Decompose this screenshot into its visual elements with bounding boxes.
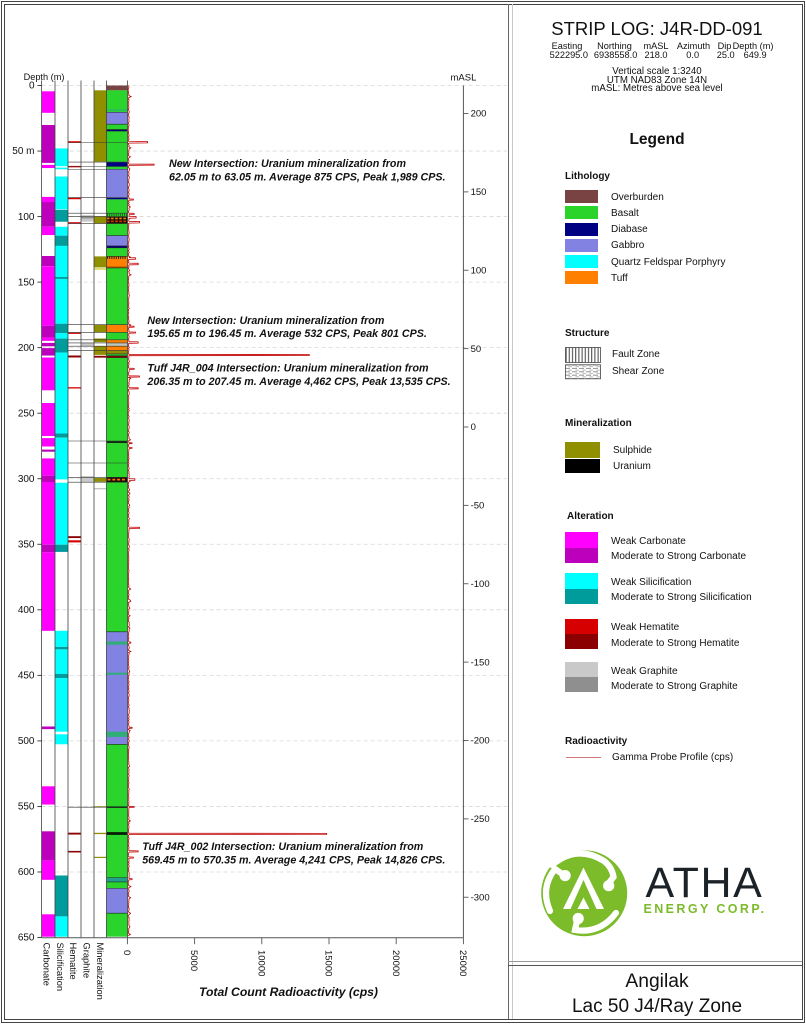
svg-text:500: 500 [18,736,35,747]
svg-text:550: 550 [18,802,35,813]
svg-text:400: 400 [18,605,35,616]
svg-text:0: 0 [121,950,132,955]
svg-text:Silicification: Silicification [55,943,65,992]
svg-text:62.05 m to 63.05 m. Average 87: 62.05 m to 63.05 m. Average 875 CPS, Pea… [169,172,445,184]
svg-text:-300: -300 [471,893,490,904]
svg-text:600: 600 [18,867,35,878]
svg-text:650: 650 [18,933,35,944]
svg-text:250: 250 [18,408,35,419]
svg-text:Graphite: Graphite [82,943,92,979]
svg-text:50 m: 50 m [12,146,34,157]
svg-text:-100: -100 [471,579,490,590]
svg-text:195.65 m to 196.45 m. Average: 195.65 m to 196.45 m. Average 532 CPS, P… [147,328,426,340]
svg-text:100: 100 [471,265,487,276]
svg-text:300: 300 [18,474,35,485]
svg-text:10000: 10000 [255,950,266,976]
svg-text:350: 350 [18,540,35,551]
svg-text:-250: -250 [471,814,490,825]
svg-text:200: 200 [18,343,35,354]
svg-text:100: 100 [18,212,35,223]
svg-text:New Intersection: Uranium mine: New Intersection: Uranium mineralization… [147,315,384,327]
svg-text:450: 450 [18,671,35,682]
svg-text:Tuff J4R_002 Intersection: Ura: Tuff J4R_002 Intersection: Uranium miner… [142,841,424,853]
svg-text:mASL: mASL [451,72,477,83]
svg-text:206.35 m to 207.45 m. Average: 206.35 m to 207.45 m. Average 4,462 CPS,… [146,376,450,388]
svg-text:25000: 25000 [457,950,468,976]
svg-text:Tuff J4R_004 Intersection: Ura: Tuff J4R_004 Intersection: Uranium miner… [147,363,429,375]
svg-text:-200: -200 [471,736,490,747]
svg-text:Total Count Radioactivity (cps: Total Count Radioactivity (cps) [199,985,378,999]
svg-text:569.45 m to 570.35 m. Average: 569.45 m to 570.35 m. Average 4,241 CPS,… [142,854,445,866]
svg-text:5000: 5000 [188,950,199,971]
svg-text:Carbonate: Carbonate [41,943,51,986]
svg-text:Hematite: Hematite [68,943,78,980]
svg-text:Mineralization: Mineralization [95,943,105,1000]
svg-text:Depth (m): Depth (m) [24,72,65,82]
svg-text:-150: -150 [471,657,490,668]
svg-text:0: 0 [471,422,476,433]
svg-text:20000: 20000 [390,950,401,976]
svg-text:200: 200 [471,109,487,120]
svg-text:150: 150 [471,187,487,198]
svg-text:50: 50 [471,344,482,355]
svg-text:150: 150 [18,277,35,288]
svg-text:New Intersection: Uranium mine: New Intersection: Uranium mineralization… [169,158,406,170]
svg-text:-50: -50 [471,501,485,512]
svg-text:15000: 15000 [323,950,334,976]
svg-text:0: 0 [29,81,35,92]
